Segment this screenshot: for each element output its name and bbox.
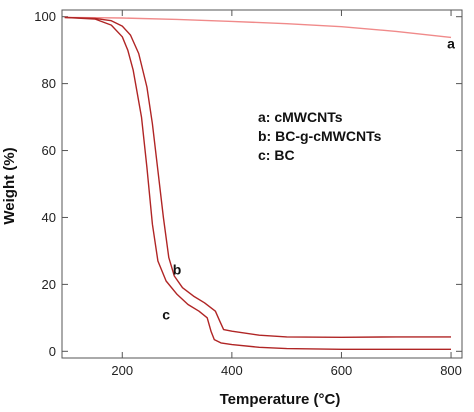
plot-frame xyxy=(61,9,463,359)
y-tick-label: 40 xyxy=(42,210,56,225)
curve-a xyxy=(64,16,452,39)
x-tick-label: 600 xyxy=(331,363,353,378)
x-axis-title: Temperature (°C) xyxy=(220,391,341,408)
legend-entry: a: cMWCNTs xyxy=(258,109,343,125)
curve-label-c: c xyxy=(162,307,170,323)
curve-label-a: a xyxy=(447,35,455,51)
plot-area xyxy=(61,9,463,359)
curve-label-b: b xyxy=(173,261,182,277)
legend-entry: b: BC-g-cMWCNTs xyxy=(258,128,382,144)
curves xyxy=(64,16,452,350)
curve-labels: a b c xyxy=(162,35,455,322)
curve-c xyxy=(64,16,451,350)
y-tick-label: 80 xyxy=(42,76,56,91)
y-tick-label: 0 xyxy=(49,344,56,359)
x-tick-label: 800 xyxy=(440,363,462,378)
x-tick-label: 400 xyxy=(221,363,243,378)
axis-ticks: 200 400 600 800 0 20 40 60 80 100 xyxy=(34,9,462,378)
x-tick-label: 200 xyxy=(111,363,133,378)
legend-entry: c: BC xyxy=(258,147,295,163)
y-tick-label: 20 xyxy=(42,277,56,292)
legend: a: cMWCNTs b: BC-g-cMWCNTs c: BC xyxy=(258,109,382,163)
y-axis-title: Weight (%) xyxy=(1,147,18,224)
y-tick-label: 100 xyxy=(34,9,56,24)
curve-b xyxy=(64,16,451,338)
y-tick-label: 60 xyxy=(42,143,56,158)
